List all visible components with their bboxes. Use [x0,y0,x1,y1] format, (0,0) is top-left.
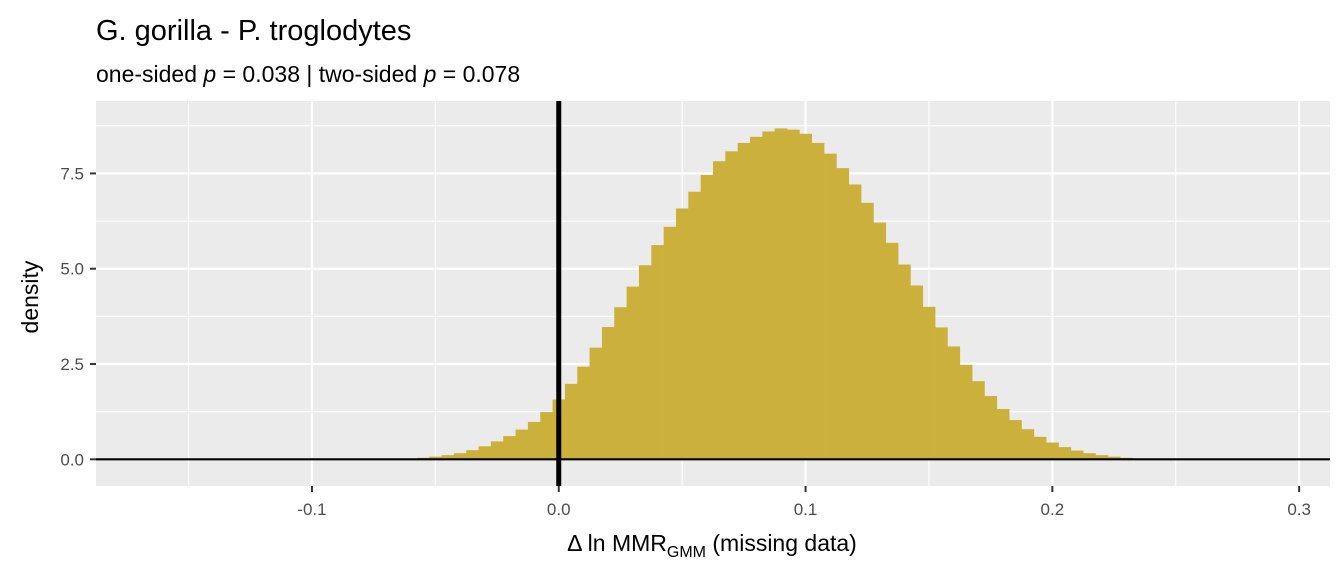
chart-title: G. gorilla - P. troglodytes [96,15,411,47]
histogram-bar [490,441,504,460]
histogram-bar [478,446,492,460]
histogram-bars [404,128,1146,460]
histogram-bar [848,184,862,460]
histogram-bar [935,327,948,460]
histogram-bar [787,129,800,460]
histogram-bar [700,174,714,460]
histogram-bar [824,153,837,460]
histogram-bar [750,136,763,460]
histogram-bar [885,242,899,460]
histogram-bar [737,142,751,460]
y-tick-label: 7.5 [60,164,84,183]
histogram-bar [540,412,553,460]
x-tick-label: 0.0 [547,500,571,519]
histogram-bar [577,366,590,460]
histogram-bar [1046,442,1059,460]
y-axis-title: density [17,260,43,333]
histogram-bar [429,456,442,460]
histogram-bar [1107,456,1121,460]
histogram-bar [1021,429,1035,460]
histogram-bar [861,202,874,460]
histogram-bar [811,142,825,460]
histogram-bar [762,131,775,460]
x-tick-label: 0.3 [1287,500,1311,519]
y-axis-ticks: 0.0 2.5 5.0 7.5 [60,164,96,469]
histogram-bar [614,307,627,460]
histogram-bar [675,208,689,460]
histogram-bar [466,450,479,460]
histogram-bar [1070,450,1084,460]
histogram-bar [626,286,640,460]
histogram-bar [972,381,985,460]
histogram-bar [651,245,664,460]
histogram-bar [713,161,726,460]
histogram-bar [836,168,850,460]
histogram-bar [589,347,603,460]
histogram-bar [441,455,455,460]
x-tick-label: -0.1 [297,500,326,519]
histogram-bar [774,128,788,460]
histogram-bar [515,429,529,460]
y-tick-label: 2.5 [60,355,84,374]
histogram-bar [1058,447,1072,460]
histogram-bar [601,327,615,460]
x-axis-ticks: -0.1 0.0 0.1 0.2 0.3 [297,486,1311,519]
histogram-bar [453,453,467,460]
y-tick-label: 5.0 [60,260,84,279]
y-tick-label: 0.0 [60,450,84,469]
histogram-bar [527,421,541,460]
chart-subtitle: one-sided p = 0.038 | two-sided p = 0.07… [96,61,520,87]
histogram-bar [996,409,1010,460]
histogram-bar [898,264,911,460]
histogram-bar [873,222,887,460]
histogram-bar [922,306,936,460]
x-tick-label: 0.2 [1041,500,1065,519]
histogram-bar [910,285,924,460]
histogram-bar [984,396,998,460]
histogram-bar [688,191,701,460]
x-axis-title: Δ ln MMRGMM (missing data) [567,530,857,561]
histogram-bar [947,346,961,460]
histogram-bar [799,133,813,460]
histogram-bar [564,383,578,460]
histogram-bar [725,151,738,460]
histogram-bar [638,265,652,460]
histogram-bar [503,436,516,460]
x-tick-label: 0.1 [794,500,818,519]
histogram-bar [1033,436,1047,460]
histogram-bar [1009,420,1022,460]
histogram-bar [663,226,677,460]
histogram-bar [1095,455,1109,460]
histogram-bar [1083,453,1096,460]
histogram-bar [959,364,973,460]
